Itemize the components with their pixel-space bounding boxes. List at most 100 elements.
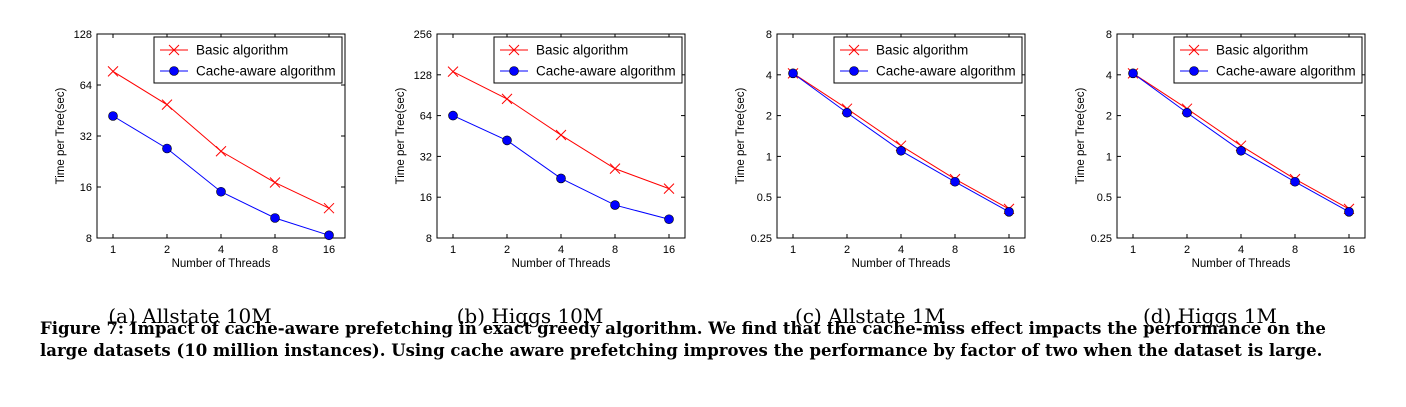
x-tick-label: 1 xyxy=(790,244,796,256)
data-point-x-marker xyxy=(555,129,567,141)
y-tick-label: 2 xyxy=(766,111,772,123)
data-point-circle xyxy=(1344,207,1354,217)
legend-box xyxy=(1173,36,1363,84)
data-point-x-marker xyxy=(107,66,119,77)
x-tick-label: 8 xyxy=(952,244,958,256)
data-point-x-marker xyxy=(269,177,281,188)
y-tick-label: 32 xyxy=(420,151,432,163)
data-point-circle xyxy=(788,68,798,79)
y-tick-label: 256 xyxy=(414,29,432,41)
x-axis-label: Number of Threads xyxy=(1192,258,1291,270)
x-tick-label: 16 xyxy=(323,244,335,256)
data-point-x-marker xyxy=(161,99,173,111)
y-tick-label: 1 xyxy=(766,151,772,163)
data-point-circle xyxy=(950,176,960,187)
data-point-circle xyxy=(448,110,458,121)
x-tick-label: 1 xyxy=(450,244,456,256)
data-point-x-marker xyxy=(663,183,675,195)
data-point-circle xyxy=(1004,207,1014,217)
data-point-circle xyxy=(610,200,620,210)
y-tick-label: 2 xyxy=(1106,111,1112,123)
x-tick-label: 2 xyxy=(504,244,510,256)
y-tick-label: 64 xyxy=(80,80,92,92)
x-axis-label: Number of Threads xyxy=(512,258,611,270)
legend-box xyxy=(833,36,1023,84)
figure-caption-label: Figure 7: xyxy=(40,319,125,338)
legend-label: Cache-aware algorithm xyxy=(196,64,336,79)
y-tick-label: 8 xyxy=(426,233,432,245)
x-tick-label: 16 xyxy=(1003,244,1015,256)
y-tick-label: 4 xyxy=(1106,70,1112,82)
legend-x-marker xyxy=(508,44,520,56)
x-tick-label: 16 xyxy=(663,244,675,256)
data-point-circle xyxy=(556,173,566,184)
data-point-x-marker xyxy=(447,66,459,78)
data-point-x-marker xyxy=(609,163,621,174)
data-point-circle xyxy=(324,230,334,241)
subcaption-b: (b) Higgs 10M xyxy=(456,304,604,328)
x-tick-label: 2 xyxy=(844,244,850,256)
y-axis-label: Time per Tree(sec) xyxy=(735,87,747,184)
legend-x-marker xyxy=(168,44,180,56)
x-tick-label: 4 xyxy=(218,244,224,256)
x-axis-label: Number of Threads xyxy=(852,258,951,270)
y-tick-label: 0.5 xyxy=(757,192,772,204)
data-point-x-marker xyxy=(323,202,335,214)
y-tick-label: 0.5 xyxy=(1097,192,1112,204)
y-axis-label: Time per Tree(sec) xyxy=(395,87,407,184)
legend-label: Basic algorithm xyxy=(1216,43,1308,58)
data-point-circle xyxy=(1290,176,1300,187)
data-point-x-marker xyxy=(501,93,513,105)
series-line-1 xyxy=(792,72,1010,210)
data-point-circle xyxy=(108,111,118,121)
x-tick-label: 8 xyxy=(1292,244,1298,256)
y-tick-label: 128 xyxy=(414,70,432,82)
legend-circle-marker xyxy=(849,66,859,76)
chart-panel-d: 0.25 0.5 1 2 4 8 1 2 4 8 16 Number of Threads Time p… xyxy=(1040,20,1380,328)
legend-circle-marker xyxy=(1189,66,1199,76)
subcaption-a: (a) Allstate 10M xyxy=(108,304,272,328)
y-tick-label: 0.25 xyxy=(751,233,772,245)
data-point-x-marker xyxy=(215,145,227,157)
data-point-circle xyxy=(1182,107,1192,118)
chart-a: 8 16 32 64 128 1 2 4 8 16 Number of Threads Time pe… xyxy=(55,29,346,270)
x-tick-label: 2 xyxy=(1184,244,1190,256)
data-point-circle xyxy=(502,135,512,146)
chart-b: 8 16 32 64 128 256 1 2 4 8 16 Number of Threads Time… xyxy=(395,29,686,270)
x-axis-label: Number of Threads xyxy=(172,258,271,270)
y-tick-label: 64 xyxy=(420,111,432,123)
y-tick-label: 1 xyxy=(1106,151,1112,163)
chart-panel-a: 8 16 32 64 128 1 2 4 8 16 Number of Threads Time pe… xyxy=(20,20,360,328)
data-point-circle xyxy=(1236,145,1246,156)
subcaption-d: (d) Higgs 1M xyxy=(1142,304,1278,328)
y-tick-label: 16 xyxy=(420,192,432,204)
series-line-2 xyxy=(452,115,670,220)
data-point-circle xyxy=(664,214,674,225)
legend-box xyxy=(493,36,683,84)
legend-label: Basic algorithm xyxy=(536,43,628,58)
chart-panel-c: 0.25 0.5 1 2 4 8 1 2 4 8 16 Number of Threads Time p… xyxy=(700,20,1040,328)
y-axis-label: Time per Tree(sec) xyxy=(55,87,67,184)
x-tick-label: 16 xyxy=(1343,244,1355,256)
x-tick-label: 4 xyxy=(558,244,564,256)
x-tick-label: 1 xyxy=(110,244,116,256)
legend-label: Basic algorithm xyxy=(876,43,968,58)
figure-caption-text: Impact of cache-aware prefetching in exa… xyxy=(40,319,1326,360)
subcaption-c: (c) Allstate 1M xyxy=(794,304,946,328)
data-point-circle xyxy=(1128,68,1138,79)
x-tick-label: 2 xyxy=(164,244,170,256)
legend-x-marker xyxy=(1188,44,1200,56)
y-tick-label: 32 xyxy=(80,131,92,143)
x-tick-label: 4 xyxy=(898,244,904,256)
y-tick-label: 16 xyxy=(80,182,92,194)
data-point-circle xyxy=(162,143,172,154)
legend-x-marker xyxy=(848,44,860,56)
x-tick-label: 1 xyxy=(1130,244,1136,256)
data-point-circle xyxy=(216,186,226,197)
legend-label: Cache-aware algorithm xyxy=(536,64,676,79)
legend-circle-marker xyxy=(509,66,519,76)
legend-label: Cache-aware algorithm xyxy=(1216,64,1356,79)
series-line-1 xyxy=(1132,72,1350,210)
x-tick-label: 8 xyxy=(272,244,278,256)
